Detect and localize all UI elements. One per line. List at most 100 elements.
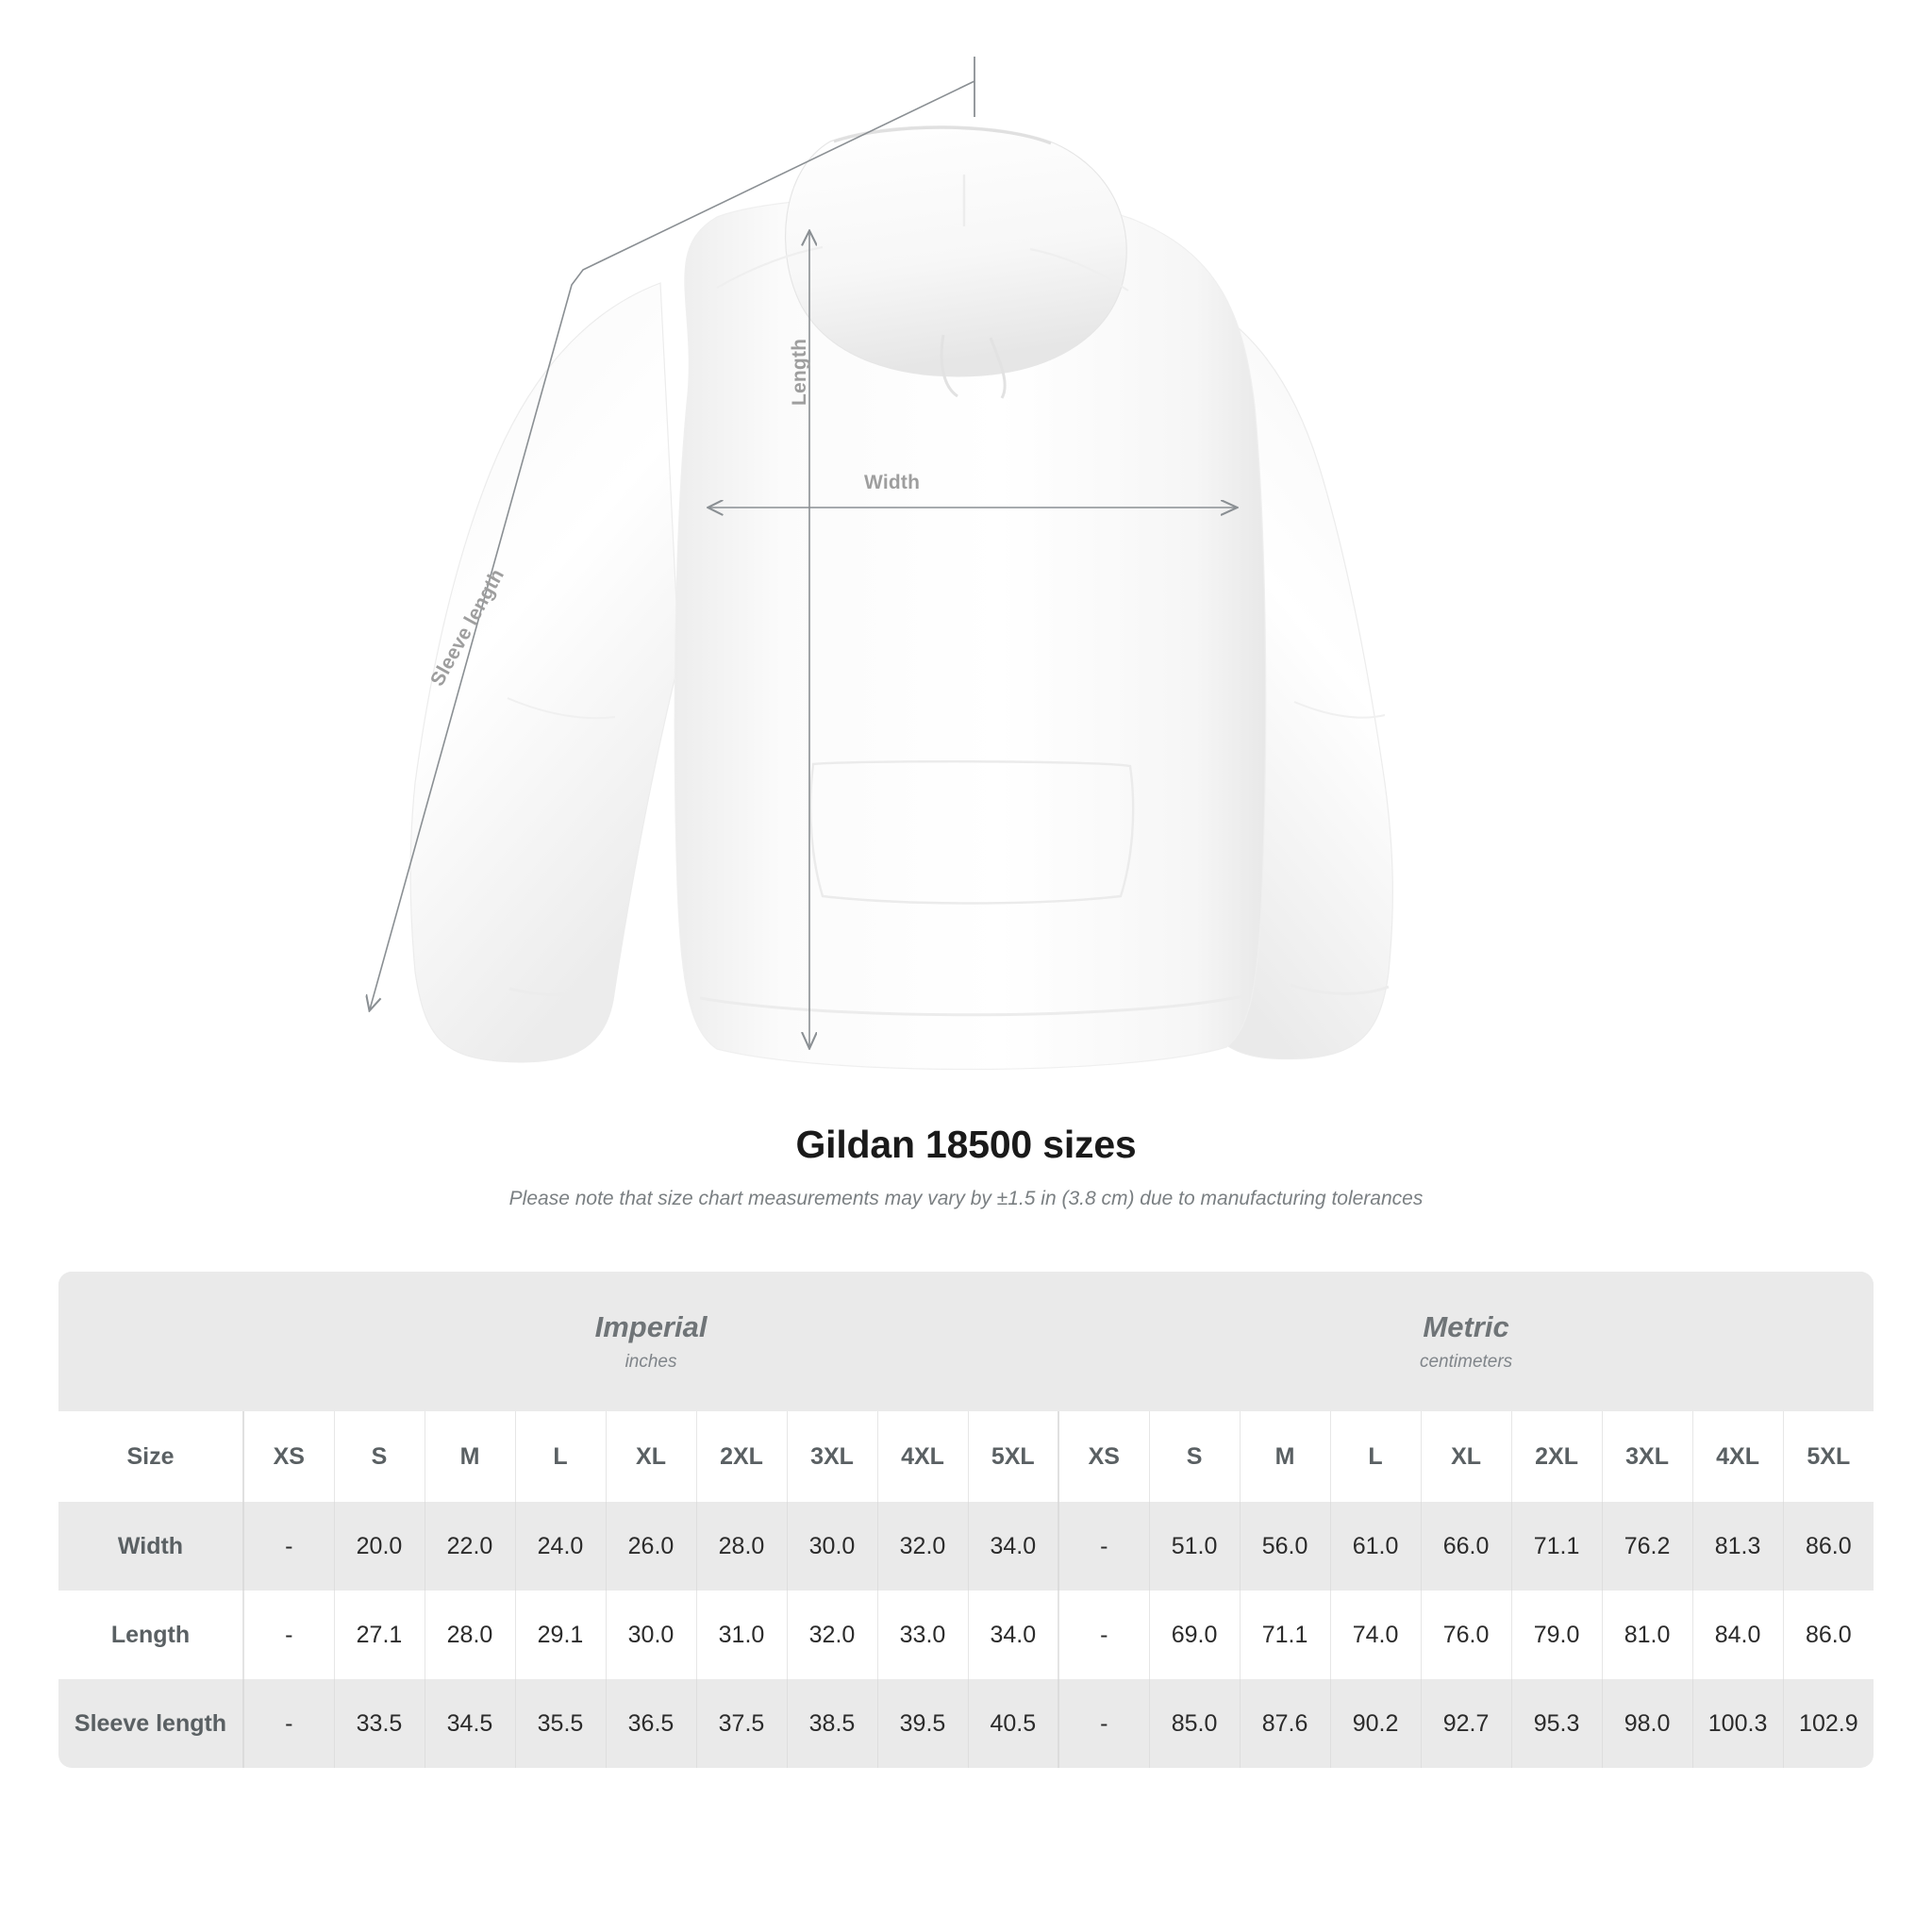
cell-width-metric-s: 51.0 — [1148, 1502, 1241, 1591]
cell-sleeve-imperial-2xl: 37.5 — [695, 1679, 787, 1768]
cell-length-imperial-5xl: 34.0 — [967, 1591, 1059, 1679]
cell-width-imperial-m: 22.0 — [424, 1502, 515, 1591]
cell-width-metric-5xl: 86.0 — [1782, 1502, 1874, 1591]
cell-sleeve-metric-xl: 92.7 — [1420, 1679, 1512, 1768]
cell-length-imperial-xl: 30.0 — [605, 1591, 696, 1679]
cell-sleeve-imperial-l: 35.5 — [514, 1679, 606, 1768]
cell-width-metric-4xl: 81.3 — [1691, 1502, 1784, 1591]
cell-width-imperial-s: 20.0 — [333, 1502, 425, 1591]
cell-length-metric-3xl: 81.0 — [1601, 1591, 1693, 1679]
cell-sleeve-imperial-m: 34.5 — [424, 1679, 515, 1768]
cell-width-imperial-2xl: 28.0 — [695, 1502, 787, 1591]
cell-length-metric-m: 71.1 — [1239, 1591, 1331, 1679]
chart-heading: Gildan 18500 sizes Please note that size… — [0, 1123, 1932, 1210]
tolerance-note: Please note that size chart measurements… — [508, 1188, 1424, 1209]
size-header-imperial-2xl: 2XL — [695, 1411, 787, 1502]
cell-sleeve-metric-l: 90.2 — [1329, 1679, 1422, 1768]
size-header-metric-2xl: 2XL — [1510, 1411, 1603, 1502]
size-header-imperial-xs: XS — [242, 1411, 334, 1502]
cell-width-imperial-4xl: 32.0 — [876, 1502, 968, 1591]
cell-length-imperial-4xl: 33.0 — [876, 1591, 968, 1679]
length-dimension-label: Length — [789, 338, 810, 406]
cell-length-metric-xs: - — [1058, 1591, 1150, 1679]
size-table-container: Imperial inches Metric centimeters Size … — [58, 1272, 1874, 1768]
size-header-metric-s: S — [1148, 1411, 1241, 1502]
cell-sleeve-metric-s: 85.0 — [1148, 1679, 1241, 1768]
hoodie-measurement-diagram: Length Width Sleeve length — [0, 57, 1393, 1071]
cell-sleeve-metric-5xl: 102.9 — [1782, 1679, 1874, 1768]
cell-width-metric-xl: 66.0 — [1420, 1502, 1512, 1591]
cell-length-metric-s: 69.0 — [1148, 1591, 1241, 1679]
cell-length-imperial-3xl: 32.0 — [786, 1591, 877, 1679]
size-header-imperial-l: L — [514, 1411, 606, 1502]
size-header-metric-xs: XS — [1058, 1411, 1150, 1502]
size-header-row: Size XS S M L XL 2XL 3XL 4XL 5XL XS S M … — [58, 1411, 1874, 1502]
cell-sleeve-metric-xs: - — [1058, 1679, 1150, 1768]
cell-width-imperial-xs: - — [242, 1502, 334, 1591]
cell-length-imperial-2xl: 31.0 — [695, 1591, 787, 1679]
row-label-width: Width — [117, 1532, 184, 1559]
size-header-label: Size — [58, 1411, 243, 1502]
size-header-metric-4xl: 4XL — [1691, 1411, 1784, 1502]
size-header-imperial-xl: XL — [605, 1411, 696, 1502]
table-row: Sleeve length - 33.5 34.5 35.5 36.5 37.5… — [58, 1679, 1874, 1768]
cell-sleeve-metric-3xl: 98.0 — [1601, 1679, 1693, 1768]
table-row: Width - 20.0 22.0 24.0 26.0 28.0 30.0 32… — [58, 1502, 1874, 1591]
cell-length-metric-xl: 76.0 — [1420, 1591, 1512, 1679]
cell-width-metric-2xl: 71.1 — [1510, 1502, 1603, 1591]
size-header-imperial-5xl: 5XL — [967, 1411, 1059, 1502]
cell-length-imperial-l: 29.1 — [514, 1591, 606, 1679]
cell-width-imperial-l: 24.0 — [514, 1502, 606, 1591]
size-header-imperial-s: S — [333, 1411, 425, 1502]
cell-sleeve-imperial-xl: 36.5 — [605, 1679, 696, 1768]
size-header-metric-5xl: 5XL — [1782, 1411, 1874, 1502]
cell-sleeve-imperial-4xl: 39.5 — [876, 1679, 968, 1768]
cell-width-imperial-3xl: 30.0 — [786, 1502, 877, 1591]
cell-length-metric-5xl: 86.0 — [1782, 1591, 1874, 1679]
unit-row-spacer — [58, 1272, 243, 1411]
size-header-imperial-4xl: 4XL — [876, 1411, 968, 1502]
unit-header-row: Imperial inches Metric centimeters — [58, 1272, 1874, 1411]
cell-width-metric-xs: - — [1058, 1502, 1150, 1591]
unit-group-metric-sub: centimeters — [1419, 1351, 1513, 1372]
cell-sleeve-imperial-5xl: 40.5 — [967, 1679, 1059, 1768]
unit-group-imperial-sub: inches — [625, 1351, 677, 1372]
cell-sleeve-metric-m: 87.6 — [1239, 1679, 1331, 1768]
cell-sleeve-metric-2xl: 95.3 — [1510, 1679, 1603, 1768]
cell-length-imperial-s: 27.1 — [333, 1591, 425, 1679]
cell-width-imperial-5xl: 34.0 — [967, 1502, 1059, 1591]
cell-length-metric-4xl: 84.0 — [1691, 1591, 1784, 1679]
row-label-sleeve-length: Sleeve length — [74, 1709, 227, 1737]
cell-width-metric-3xl: 76.2 — [1601, 1502, 1693, 1591]
sleeve-leader-line — [370, 57, 975, 1009]
row-label-length: Length — [110, 1621, 191, 1648]
page-title: Gildan 18500 sizes — [795, 1123, 1137, 1166]
hoodie-illustration — [0, 57, 1393, 1071]
measurement-guides — [370, 57, 1236, 1047]
size-header-imperial-m: M — [424, 1411, 515, 1502]
unit-group-metric: Metric centimeters — [1058, 1272, 1874, 1411]
cell-length-imperial-m: 28.0 — [424, 1591, 515, 1679]
cell-width-metric-m: 56.0 — [1239, 1502, 1331, 1591]
cell-length-metric-2xl: 79.0 — [1510, 1591, 1603, 1679]
size-chart-table: Imperial inches Metric centimeters Size … — [58, 1272, 1874, 1768]
table-row: Length - 27.1 28.0 29.1 30.0 31.0 32.0 3… — [58, 1591, 1874, 1679]
size-header-metric-xl: XL — [1420, 1411, 1512, 1502]
cell-sleeve-imperial-s: 33.5 — [333, 1679, 425, 1768]
size-header-metric-3xl: 3XL — [1601, 1411, 1693, 1502]
cell-length-imperial-xs: - — [242, 1591, 334, 1679]
cell-sleeve-metric-4xl: 100.3 — [1691, 1679, 1784, 1768]
unit-group-imperial-name: Imperial — [594, 1310, 708, 1344]
hoodie-garment — [409, 125, 1393, 1071]
size-header-metric-l: L — [1329, 1411, 1422, 1502]
size-header-imperial-3xl: 3XL — [786, 1411, 877, 1502]
cell-sleeve-imperial-xs: - — [242, 1679, 334, 1768]
size-header-metric-m: M — [1239, 1411, 1331, 1502]
width-dimension-label: Width — [864, 472, 921, 493]
cell-length-metric-l: 74.0 — [1329, 1591, 1422, 1679]
cell-width-imperial-xl: 26.0 — [605, 1502, 696, 1591]
cell-width-metric-l: 61.0 — [1329, 1502, 1422, 1591]
unit-group-metric-name: Metric — [1423, 1310, 1509, 1344]
unit-group-imperial: Imperial inches — [243, 1272, 1059, 1411]
